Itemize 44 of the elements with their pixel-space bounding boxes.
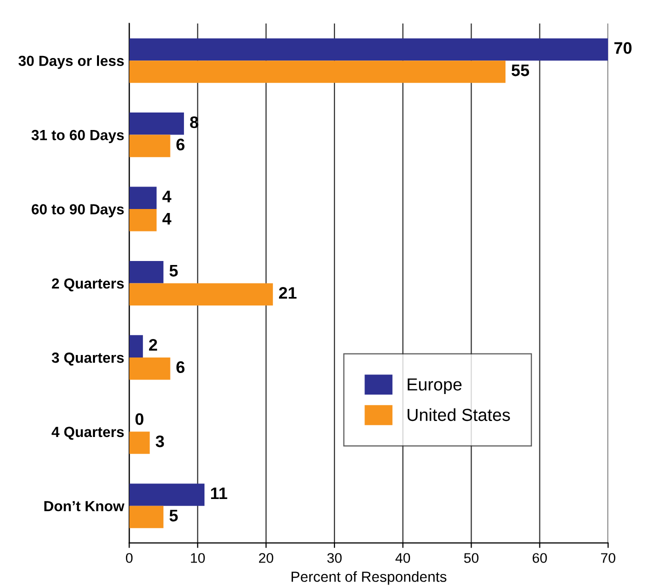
y-tick-label: 2 Quarters xyxy=(52,278,124,292)
data-label: 2 xyxy=(149,338,158,351)
data-label: 4 xyxy=(162,212,172,224)
data-label: 55 xyxy=(512,64,530,76)
x-tick-label: 40 xyxy=(395,553,410,563)
bar xyxy=(129,506,164,528)
data-label: 70 xyxy=(614,42,632,54)
bar xyxy=(129,112,184,135)
bar xyxy=(129,335,143,358)
x-tick-label: 50 xyxy=(464,553,478,563)
legend-label: United States xyxy=(408,408,510,422)
bar xyxy=(129,209,157,232)
x-tick-label: 10 xyxy=(190,553,205,563)
data-label: 11 xyxy=(211,488,228,500)
data-label: 3 xyxy=(156,435,164,448)
x-tick-label: 30 xyxy=(327,553,342,563)
bar xyxy=(129,186,157,210)
y-tick-label: 60 to 90 Days xyxy=(32,204,124,218)
bar xyxy=(129,60,506,83)
x-tick-label: 60 xyxy=(532,553,547,563)
legend-label: Europe xyxy=(408,378,462,394)
data-label: 5 xyxy=(170,510,178,522)
y-tick-label: Don’t Know xyxy=(44,501,124,512)
bar xyxy=(129,484,204,506)
data-label: 0 xyxy=(135,413,144,425)
data-label: 5 xyxy=(170,264,178,277)
bar xyxy=(129,260,164,284)
x-tick-label: 0 xyxy=(126,553,133,563)
x-axis-title: Percent of Respondents xyxy=(292,571,446,585)
data-label: 6 xyxy=(176,138,184,150)
bar xyxy=(129,134,170,158)
y-tick-label: 4 Quarters xyxy=(52,426,124,440)
data-label: 21 xyxy=(279,287,297,299)
bar xyxy=(129,38,608,61)
y-tick-label: 30 Days or less xyxy=(18,55,124,69)
y-tick-label: 31 to 60 Days xyxy=(31,130,124,144)
bar xyxy=(129,357,170,380)
bar xyxy=(129,283,273,306)
x-tick-label: 70 xyxy=(601,553,616,563)
bar xyxy=(129,432,150,454)
data-label: 4 xyxy=(162,190,172,202)
x-tick-label: 20 xyxy=(259,553,274,563)
data-label: 6 xyxy=(176,361,184,374)
y-tick-label: 3 Quarters xyxy=(52,352,124,366)
